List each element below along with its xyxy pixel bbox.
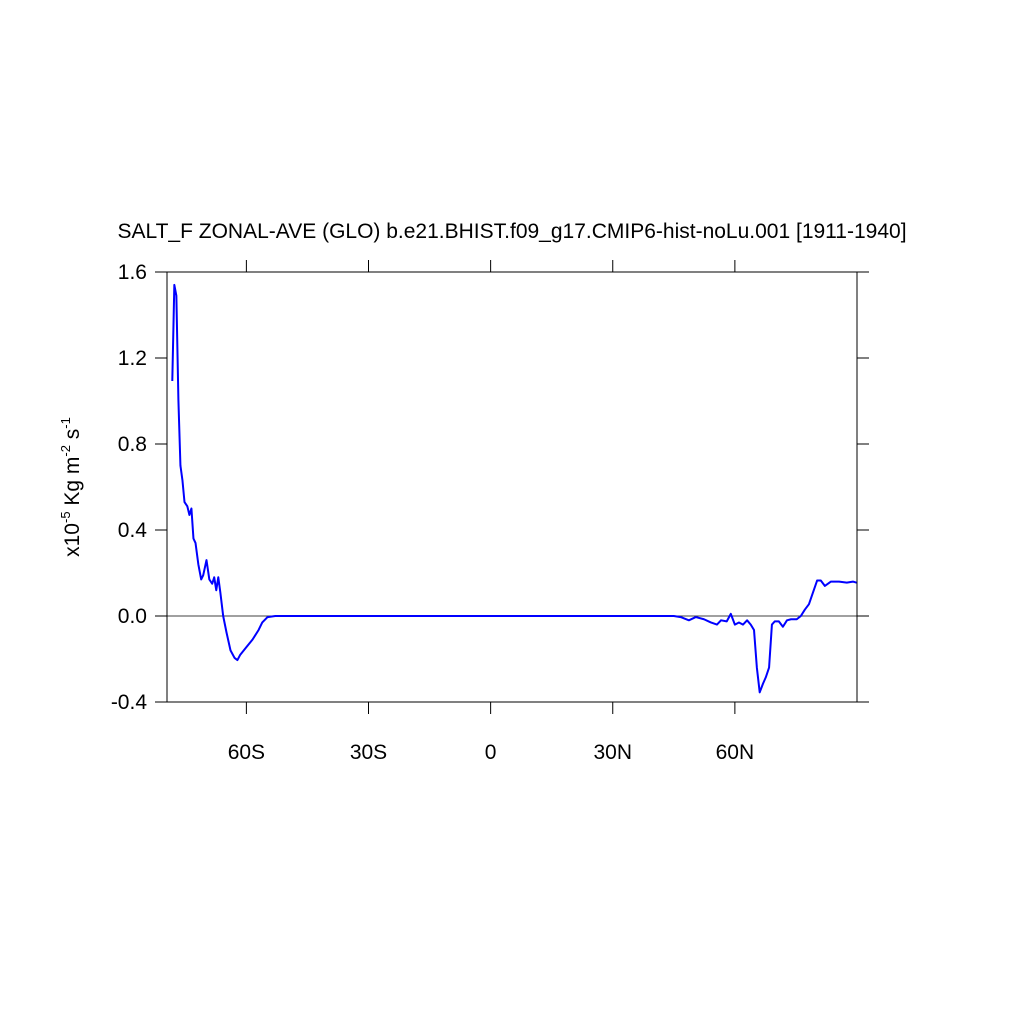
y-axis-label-part: -2 [58,445,73,457]
y-tick-label: 0.0 [118,605,147,628]
chart-title: SALT_F ZONAL-AVE (GLO) b.e21.BHIST.f09_g… [117,220,906,243]
y-tick-label: 1.6 [118,261,147,284]
y-tick-label: -0.4 [111,691,148,714]
y-axis-label-part: s [61,429,84,445]
y-axis-label-part: Kg m [61,457,84,512]
y-tick-label: 0.8 [118,433,147,456]
data-line [171,283,857,694]
x-tick-label: 0 [485,741,497,764]
y-axis-label-part: -5 [58,511,73,523]
x-tick-label: 60N [716,741,755,764]
y-axis-label-part: x10 [61,523,84,557]
y-axis-label: x10-5 Kg m-2 s-1 [58,417,84,557]
x-tick-label: 30N [593,741,632,764]
y-tick-label: 1.2 [118,347,147,370]
plot-frame [166,271,858,703]
y-axis-label-part: -1 [58,417,73,429]
y-tick-label: 0.4 [118,519,148,542]
x-tick-label: 60S [228,741,265,764]
x-tick-label: 30S [350,741,387,764]
